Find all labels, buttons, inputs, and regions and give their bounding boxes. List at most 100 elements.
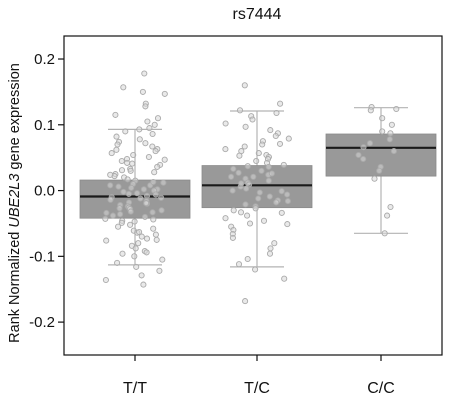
data-point bbox=[238, 180, 245, 187]
data-point bbox=[137, 195, 144, 202]
data-point bbox=[120, 188, 127, 195]
data-point bbox=[149, 130, 156, 138]
data-point bbox=[118, 219, 125, 226]
data-point bbox=[222, 215, 229, 222]
data-point bbox=[152, 231, 159, 238]
data-point bbox=[128, 184, 135, 191]
data-point bbox=[140, 186, 147, 193]
data-point bbox=[114, 259, 121, 266]
data-point bbox=[151, 121, 158, 128]
y-tick-label: 0.2 bbox=[34, 51, 55, 68]
axes: -0.2 -0.1 0.0 0.1 0.2 T/T T/C C/C bbox=[29, 35, 443, 397]
data-point bbox=[142, 103, 149, 110]
data-point bbox=[125, 190, 132, 197]
data-point bbox=[246, 220, 254, 227]
data-point bbox=[131, 253, 138, 260]
data-point bbox=[102, 215, 109, 222]
data-point bbox=[235, 169, 242, 176]
data-point bbox=[229, 187, 236, 194]
data-point bbox=[143, 235, 151, 242]
data-point bbox=[143, 249, 150, 256]
data-point bbox=[268, 170, 275, 177]
data-point bbox=[259, 141, 266, 148]
data-point bbox=[119, 250, 126, 257]
data-point bbox=[150, 225, 157, 232]
data-point bbox=[154, 115, 162, 122]
data-point bbox=[143, 192, 151, 199]
data-point bbox=[136, 136, 143, 143]
x-tick-label: T/C bbox=[244, 380, 270, 397]
data-point bbox=[156, 267, 163, 274]
data-point bbox=[150, 178, 157, 186]
data-point bbox=[246, 181, 253, 188]
data-point bbox=[150, 216, 157, 223]
data-point bbox=[271, 240, 278, 247]
data-point bbox=[241, 143, 248, 150]
data-point bbox=[158, 194, 165, 201]
data-point bbox=[152, 148, 159, 155]
data-point bbox=[253, 157, 260, 165]
data-point bbox=[107, 196, 114, 203]
points-t-t bbox=[102, 70, 168, 288]
data-point bbox=[252, 205, 259, 212]
data-point bbox=[113, 146, 120, 153]
data-point bbox=[151, 169, 158, 176]
data-point bbox=[255, 150, 262, 157]
data-point bbox=[124, 176, 131, 183]
data-point bbox=[113, 133, 120, 140]
data-point bbox=[360, 155, 367, 163]
data-point bbox=[141, 70, 148, 77]
data-point bbox=[146, 125, 153, 132]
data-point bbox=[161, 156, 168, 163]
data-point bbox=[118, 167, 126, 174]
data-point bbox=[161, 90, 168, 97]
data-point bbox=[138, 233, 145, 240]
data-point bbox=[235, 261, 243, 268]
data-point bbox=[387, 130, 394, 137]
data-point bbox=[160, 179, 167, 186]
data-point bbox=[124, 159, 131, 166]
data-point bbox=[278, 209, 285, 216]
y-axis-label-suffix: gene expression bbox=[7, 63, 23, 173]
data-point bbox=[388, 121, 395, 128]
data-point bbox=[115, 183, 122, 190]
y-tick-label: -0.1 bbox=[29, 248, 55, 265]
data-point bbox=[255, 195, 262, 202]
plot-area bbox=[79, 70, 437, 305]
data-point bbox=[236, 107, 244, 114]
data-point bbox=[145, 153, 152, 161]
data-point bbox=[277, 100, 284, 107]
data-point bbox=[379, 115, 386, 122]
y-tick-label: 0.1 bbox=[34, 117, 55, 134]
data-point bbox=[109, 212, 117, 219]
data-point bbox=[138, 272, 145, 279]
data-point bbox=[127, 221, 134, 228]
data-point bbox=[149, 143, 156, 150]
data-point bbox=[135, 240, 142, 247]
data-point bbox=[390, 148, 397, 155]
data-point bbox=[244, 163, 251, 170]
data-point bbox=[140, 281, 147, 288]
data-point bbox=[118, 157, 125, 165]
data-point bbox=[273, 199, 280, 206]
data-point bbox=[129, 160, 136, 167]
y-axis-label-prefix: Rank Normalized bbox=[7, 228, 23, 343]
data-point bbox=[265, 163, 272, 170]
data-point bbox=[256, 189, 263, 196]
data-point bbox=[284, 191, 291, 198]
data-point bbox=[158, 207, 165, 214]
data-point bbox=[141, 213, 149, 220]
data-point bbox=[384, 212, 391, 219]
data-point bbox=[393, 105, 400, 113]
y-tick-label: 0.0 bbox=[34, 183, 55, 200]
data-point bbox=[115, 223, 122, 230]
data-point bbox=[379, 128, 386, 135]
data-point bbox=[241, 82, 248, 89]
data-point bbox=[371, 175, 378, 182]
data-point bbox=[273, 109, 280, 117]
data-point bbox=[114, 141, 121, 148]
data-point bbox=[266, 193, 273, 200]
data-point bbox=[244, 255, 251, 263]
data-point bbox=[355, 151, 362, 159]
